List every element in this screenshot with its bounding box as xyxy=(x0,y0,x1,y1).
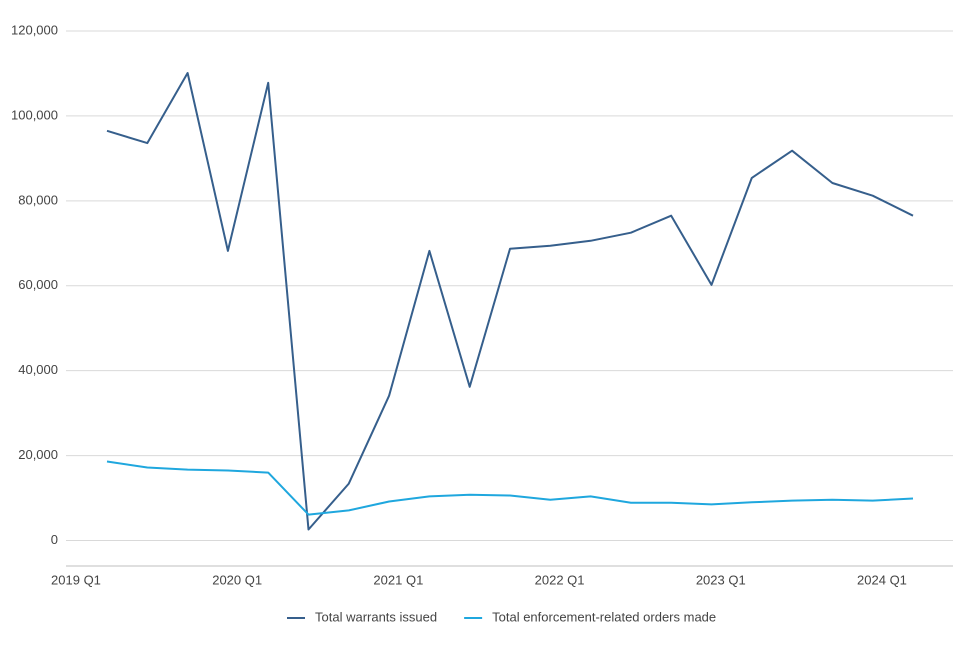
x-tick-label: 2022 Q1 xyxy=(535,572,585,587)
x-tick-label: 2019 Q1 xyxy=(51,572,101,587)
data-line xyxy=(106,460,914,516)
y-tick-label: 0 xyxy=(51,532,58,547)
y-tick-label: 100,000 xyxy=(11,107,58,122)
y-tick-label: 120,000 xyxy=(11,22,58,37)
x-tick-label: 2024 Q1 xyxy=(857,572,907,587)
legend-label: Total warrants issued xyxy=(315,609,437,624)
y-tick-label: 60,000 xyxy=(18,277,58,292)
data-line xyxy=(106,72,914,531)
x-tick-label: 2020 Q1 xyxy=(212,572,262,587)
legend-label: Total enforcement-related orders made xyxy=(492,609,716,624)
y-tick-label: 80,000 xyxy=(18,192,58,207)
y-tick-label: 20,000 xyxy=(18,447,58,462)
x-tick-label: 2023 Q1 xyxy=(696,572,746,587)
x-tick-label: 2021 Q1 xyxy=(373,572,423,587)
y-tick-label: 40,000 xyxy=(18,362,58,377)
